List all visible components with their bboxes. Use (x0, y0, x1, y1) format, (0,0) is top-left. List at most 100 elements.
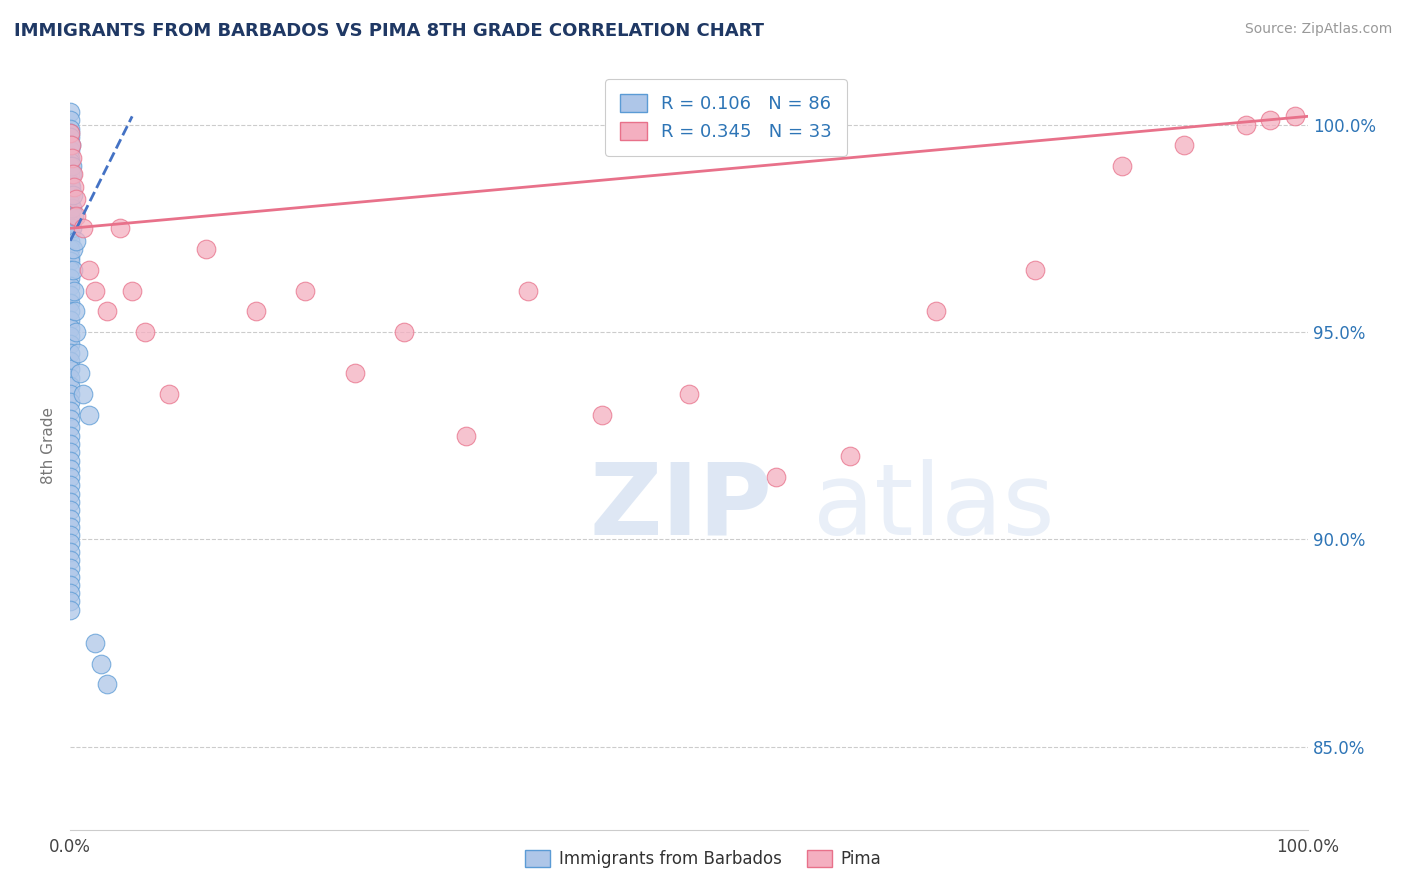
Point (59, 113, 82, 128)
Point (1260, 113, 1282, 128)
Legend: R = 0.106   N = 86, R = 0.345   N = 33: R = 0.106 N = 86, R = 0.345 N = 33 (606, 79, 846, 156)
Point (294, 284, 316, 298)
Point (59, 345, 82, 359)
Point (59, 453, 82, 467)
Point (59, 130, 82, 145)
Point (59, 155, 82, 169)
Point (59, 437, 82, 451)
Point (1024, 262, 1046, 277)
Point (59, 188, 82, 202)
Point (59, 486, 82, 500)
Legend: Immigrants from Barbados, Pima: Immigrants from Barbados, Pima (519, 843, 887, 875)
Point (59, 138, 82, 153)
Point (59, 204, 82, 219)
Point (59, 168, 82, 182)
Point (59, 387, 82, 401)
Point (838, 450, 860, 464)
Point (59, 445, 82, 459)
Point (59, 412, 82, 426)
Point (59, 262, 82, 277)
Point (456, 428, 478, 442)
Point (59, 578, 82, 592)
Point (72, 221, 94, 235)
Point (59, 495, 82, 509)
Point (84, 636, 107, 650)
Point (59, 569, 82, 583)
Text: ZIP: ZIP (591, 458, 773, 556)
Point (59, 337, 82, 351)
Point (59, 553, 82, 567)
Point (59, 379, 82, 393)
Point (59, 138, 82, 153)
Point (925, 304, 948, 318)
Point (59, 250, 82, 264)
Point (63, 209, 86, 223)
Point (195, 242, 218, 256)
Point (59, 126, 82, 140)
Point (59, 226, 82, 240)
Point (59, 179, 82, 194)
Point (591, 408, 613, 422)
Point (63, 284, 86, 298)
Point (59, 105, 82, 120)
Point (765, 470, 787, 484)
Point (65, 234, 87, 248)
Point (59, 594, 82, 608)
Point (59, 561, 82, 575)
Point (59, 420, 82, 434)
Point (245, 304, 267, 318)
Point (157, 387, 180, 401)
Point (59, 151, 82, 165)
Point (59, 143, 82, 157)
Point (59, 209, 82, 223)
Point (59, 478, 82, 492)
Point (96, 304, 118, 318)
Point (59, 312, 82, 326)
Point (66, 345, 89, 359)
Point (59, 138, 82, 153)
Point (59, 217, 82, 231)
Point (134, 325, 156, 339)
Point (90, 657, 112, 671)
Point (65, 209, 87, 223)
Point (72, 387, 94, 401)
Point (59, 528, 82, 542)
Point (59, 271, 82, 285)
Point (59, 279, 82, 293)
Point (59, 395, 82, 409)
Point (59, 503, 82, 517)
Point (517, 284, 540, 298)
Point (60, 159, 83, 173)
Point (59, 603, 82, 617)
Point (343, 367, 366, 381)
Point (62, 168, 84, 182)
Point (60, 201, 83, 215)
Point (60, 151, 83, 165)
Point (62, 262, 84, 277)
Point (59, 511, 82, 525)
Point (69, 367, 91, 381)
Point (59, 462, 82, 476)
Point (59, 545, 82, 559)
Point (59, 287, 82, 301)
Point (59, 242, 82, 256)
Point (59, 329, 82, 343)
Point (65, 304, 87, 318)
Point (1173, 138, 1195, 153)
Point (59, 176, 82, 190)
Point (59, 354, 82, 368)
Point (62, 188, 84, 202)
Point (59, 362, 82, 376)
Point (59, 121, 82, 136)
Point (59, 234, 82, 248)
Point (65, 192, 87, 206)
Point (59, 536, 82, 550)
Point (62, 242, 84, 256)
Point (678, 387, 700, 401)
Point (108, 221, 131, 235)
Point (59, 428, 82, 442)
Point (394, 325, 416, 339)
Point (84, 284, 107, 298)
Text: IMMIGRANTS FROM BARBADOS VS PIMA 8TH GRADE CORRELATION CHART: IMMIGRANTS FROM BARBADOS VS PIMA 8TH GRA… (14, 22, 763, 40)
Point (59, 196, 82, 211)
